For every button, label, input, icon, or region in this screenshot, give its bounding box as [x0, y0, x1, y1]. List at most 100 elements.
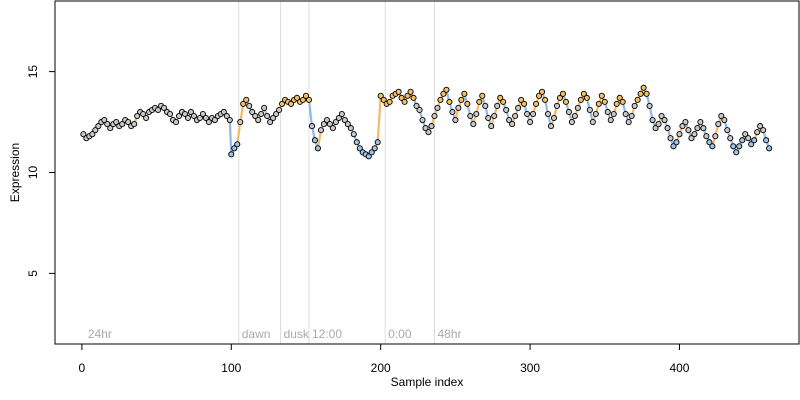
data-point — [252, 112, 259, 120]
y-tick-label: 15 — [26, 65, 40, 79]
data-point — [547, 123, 555, 130]
data-point — [634, 96, 641, 103]
x-tick-label: 100 — [221, 361, 241, 375]
data-point — [226, 116, 233, 124]
data-point — [273, 110, 280, 118]
data-point — [255, 116, 262, 124]
data-point — [350, 131, 357, 138]
data-point — [646, 102, 653, 109]
data-point — [434, 104, 441, 111]
x-tick-label: 200 — [371, 361, 391, 375]
data-point — [166, 110, 174, 118]
data-point — [742, 131, 749, 138]
data-point — [718, 112, 725, 120]
data-point — [264, 112, 271, 120]
data-point — [249, 108, 256, 116]
data-point — [577, 96, 584, 103]
data-point — [467, 112, 474, 120]
data-point — [437, 96, 444, 103]
data-point — [610, 110, 617, 118]
data-point — [329, 125, 336, 132]
data-point — [658, 112, 665, 120]
data-point — [287, 100, 295, 107]
data-point — [240, 100, 247, 107]
data-point — [595, 100, 602, 107]
data-point — [661, 116, 668, 124]
data-points — [80, 84, 773, 160]
data-point — [80, 131, 87, 138]
data-point — [199, 110, 206, 118]
data-point — [407, 88, 414, 95]
data-point — [338, 110, 345, 118]
series-segment — [376, 94, 382, 144]
x-tick-label: 0 — [79, 361, 86, 375]
data-point — [276, 106, 283, 114]
data-point — [670, 143, 677, 150]
data-point — [101, 116, 108, 124]
phase-label: dawn — [242, 327, 271, 341]
data-point — [691, 131, 698, 138]
data-point — [237, 119, 244, 126]
data-point — [512, 112, 519, 120]
data-point — [527, 119, 534, 126]
data-point — [509, 121, 516, 128]
data-point — [613, 100, 620, 107]
data-point — [649, 116, 656, 124]
data-point — [341, 116, 348, 124]
data-point — [503, 106, 510, 114]
data-point — [323, 116, 330, 124]
data-point — [730, 143, 737, 150]
data-point — [757, 123, 764, 130]
data-point — [155, 106, 162, 114]
data-point — [709, 143, 716, 150]
data-point — [497, 94, 504, 101]
data-point — [739, 137, 746, 144]
phase-annotations: 24hr dawn dusk 12:00 0:00 48hr — [88, 327, 462, 341]
phase-label: dusk — [284, 327, 310, 341]
phase-guides — [238, 1, 435, 344]
data-point — [279, 100, 286, 107]
data-point — [476, 98, 483, 105]
data-point — [553, 102, 561, 109]
data-point — [637, 90, 644, 97]
data-point — [652, 125, 659, 132]
data-point — [347, 125, 354, 132]
data-point — [745, 135, 752, 142]
data-point — [500, 98, 507, 105]
data-point — [428, 123, 435, 130]
data-point — [619, 98, 626, 105]
data-point — [443, 86, 450, 93]
x-axis-title: Sample index — [391, 375, 464, 389]
data-point — [184, 114, 192, 122]
data-point — [491, 112, 498, 120]
data-point — [344, 121, 351, 128]
series-segment — [239, 102, 245, 124]
data-point — [386, 98, 393, 105]
data-point — [335, 114, 342, 122]
data-point — [535, 92, 543, 99]
data-point — [733, 149, 740, 156]
data-point — [371, 145, 378, 152]
data-point — [766, 145, 773, 152]
data-point — [107, 125, 114, 132]
data-point — [422, 125, 429, 132]
data-point — [243, 96, 250, 103]
data-point — [134, 112, 141, 120]
data-point — [565, 108, 572, 116]
data-point — [724, 127, 731, 134]
data-point — [694, 125, 701, 132]
data-point — [353, 139, 360, 146]
data-point — [449, 108, 456, 116]
data-point — [131, 121, 138, 128]
data-point — [664, 125, 671, 132]
data-point — [682, 119, 689, 126]
series-segment — [236, 120, 242, 146]
data-point — [715, 121, 722, 128]
data-point — [488, 123, 495, 130]
data-point — [419, 116, 426, 124]
data-point — [748, 141, 755, 148]
data-point — [589, 119, 596, 126]
data-point — [530, 110, 537, 118]
data-point — [104, 121, 111, 128]
phase-label: 24hr — [88, 327, 112, 341]
